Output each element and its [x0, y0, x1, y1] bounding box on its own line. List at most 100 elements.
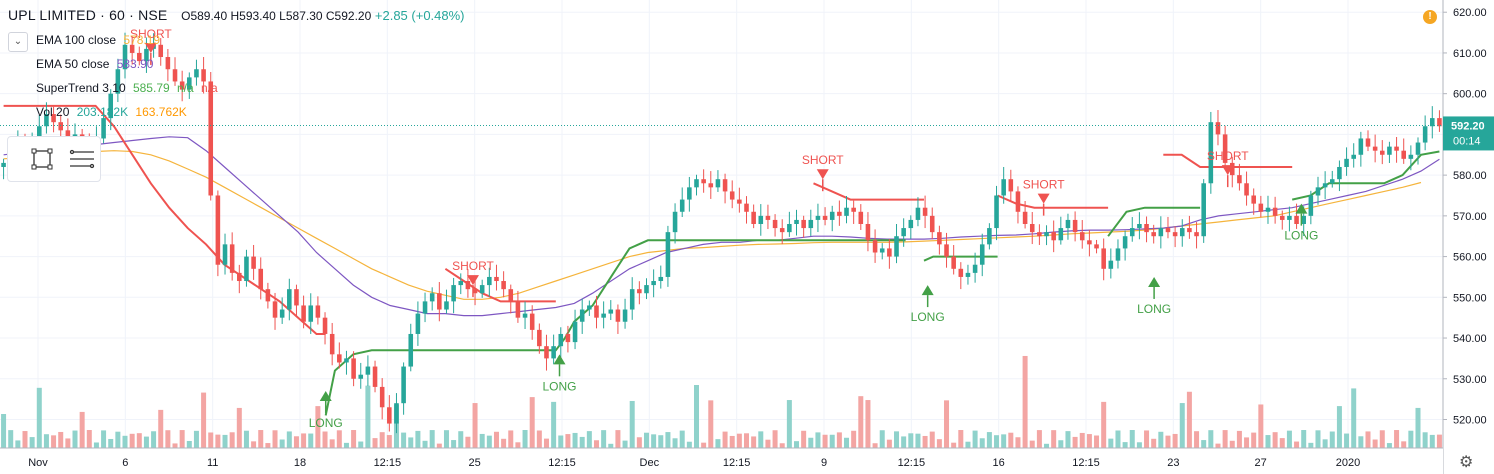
indicator-supertrend-3-10[interactable]: SuperTrend 3 10 585.79 n/a n/a: [36, 81, 218, 95]
short-signal-label: SHORT: [802, 153, 844, 167]
rectangle-select-icon[interactable]: [31, 148, 53, 170]
last-price-badge: [1443, 116, 1494, 151]
short-signal-label: SHORT: [1023, 178, 1065, 192]
volume-bar: [258, 430, 264, 448]
candle-body: [865, 224, 871, 241]
volume-bar: [1422, 432, 1428, 448]
candle-body: [501, 281, 506, 290]
candle-body: [1394, 146, 1399, 151]
candle-body: [1087, 240, 1092, 245]
volume-bar: [822, 434, 828, 448]
volume-bar: [336, 430, 342, 448]
candle-body: [1108, 260, 1114, 269]
candle-body: [1222, 134, 1228, 163]
volume-bar: [936, 439, 942, 448]
candle-body: [451, 285, 456, 302]
volume-bar: [872, 443, 878, 448]
candle-body: [251, 256, 256, 269]
gear-icon[interactable]: ⚙: [1459, 454, 1474, 471]
candle-body: [1137, 224, 1142, 229]
candle-body: [172, 69, 178, 82]
supertrend-short-segment: [444, 267, 556, 303]
volume-bar: [829, 434, 835, 448]
short-signal-arrow: [1221, 165, 1234, 176]
price-tick-label: 600.00: [1453, 89, 1487, 101]
volume-bar: [879, 430, 885, 448]
candle-body: [458, 281, 464, 286]
time-tick-label: 12:15: [1072, 457, 1100, 469]
candle-body: [872, 240, 878, 253]
volume-bar: [886, 439, 892, 448]
volume-bar: [36, 387, 42, 448]
volume-bar: [179, 430, 185, 448]
volume-bar: [172, 443, 178, 448]
volume-bar: [472, 403, 478, 448]
volume-bar: [1322, 439, 1328, 448]
volume-bar: [343, 442, 349, 448]
volume-bar: [1029, 440, 1035, 448]
indicator-vol-20[interactable]: Vol 20 203.182K 163.762K: [36, 105, 187, 119]
time-tick-label: 6: [122, 457, 128, 469]
volume-bar: [736, 433, 742, 448]
short-signal-label: SHORT: [130, 27, 172, 41]
time-tick-label: 23: [1167, 457, 1179, 469]
candle-body: [194, 69, 199, 78]
price-tick-label: 610.00: [1453, 48, 1487, 60]
candle-body: [1029, 224, 1035, 233]
symbol-title[interactable]: UPL LIMITED · 60 · NSE: [8, 7, 168, 23]
volume-bar: [929, 431, 935, 448]
volume-bar: [308, 433, 314, 448]
volume-bar: [722, 431, 728, 448]
volume-bar: [558, 435, 564, 448]
volume-bar: [1401, 441, 1407, 448]
volume-bar: [808, 437, 814, 448]
candle-body: [237, 272, 242, 282]
volume-bar: [1001, 434, 1007, 448]
volume-bar: [1265, 435, 1271, 448]
volume-bar: [1386, 443, 1392, 448]
indicator-ema-100-close[interactable]: EMA 100 close 578.19: [36, 33, 160, 47]
candle-body: [387, 407, 392, 424]
indicator-value: n/a: [173, 81, 194, 95]
chart-header: UPL LIMITED · 60 · NSE O589.40 H593.40 L…: [8, 7, 465, 23]
candle-body: [622, 309, 628, 322]
volume-bar: [429, 430, 435, 448]
volume-bar: [479, 433, 485, 448]
candle-body: [529, 313, 535, 330]
candle-body: [494, 276, 499, 282]
volume-bar: [1008, 432, 1014, 448]
volume-bar: [1065, 431, 1071, 448]
candle-body: [208, 81, 214, 196]
candle-body: [108, 93, 114, 119]
indicator-ema-50-close[interactable]: EMA 50 close 583.90: [36, 57, 153, 71]
volume-bar: [43, 434, 49, 448]
alert-icon[interactable]: !: [1423, 10, 1437, 24]
volume-bar: [772, 430, 778, 448]
volume-bar: [93, 442, 99, 448]
candle-body: [1372, 146, 1378, 151]
volume-bar: [115, 431, 121, 448]
candle-body: [358, 374, 364, 379]
time-tick-label: 25: [469, 457, 481, 469]
volume-bar: [415, 430, 421, 448]
volume-bar: [529, 397, 535, 448]
candle-body: [565, 333, 571, 343]
volume-bar: [122, 435, 128, 448]
volume-bar: [158, 409, 164, 448]
candle-body: [37, 126, 42, 139]
chevron-down-icon[interactable]: ⌄: [8, 32, 28, 52]
candle-body: [751, 211, 756, 224]
candle-body: [987, 228, 992, 245]
volume-bar: [201, 392, 207, 448]
candle-body: [287, 289, 292, 310]
candle-body: [701, 179, 706, 184]
candle-body: [715, 179, 721, 188]
volume-bar: [1229, 440, 1235, 448]
drawing-toolbar: [7, 136, 101, 182]
volume-bar: [636, 437, 642, 448]
list-lines-icon[interactable]: [69, 149, 95, 169]
volume-bar: [358, 441, 364, 448]
volume-bar: [365, 385, 371, 448]
candle-body: [1165, 228, 1171, 233]
